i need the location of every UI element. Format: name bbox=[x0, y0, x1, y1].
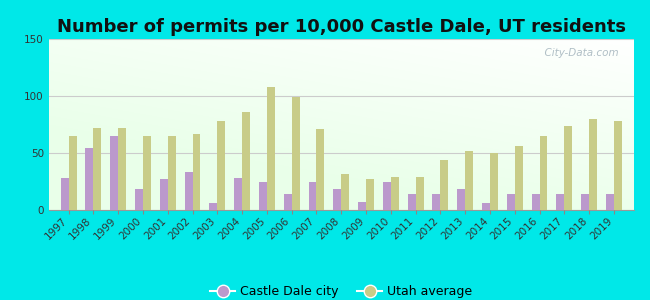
Bar bbox=[292, 97, 300, 210]
Bar bbox=[284, 194, 292, 210]
Bar bbox=[309, 182, 317, 210]
Bar bbox=[482, 203, 490, 210]
Bar bbox=[358, 202, 366, 210]
Bar bbox=[234, 178, 242, 210]
Bar bbox=[242, 112, 250, 210]
Bar bbox=[564, 126, 572, 210]
Bar bbox=[441, 160, 448, 210]
Bar bbox=[135, 190, 143, 210]
Bar bbox=[366, 179, 374, 210]
Bar bbox=[192, 134, 200, 210]
Bar bbox=[408, 194, 415, 210]
Bar bbox=[341, 173, 349, 210]
Bar bbox=[185, 172, 192, 210]
Bar bbox=[589, 119, 597, 210]
Bar bbox=[168, 136, 176, 210]
Bar bbox=[111, 136, 118, 210]
Bar bbox=[217, 121, 226, 210]
Bar bbox=[143, 136, 151, 210]
Bar bbox=[490, 153, 498, 210]
Bar bbox=[614, 121, 622, 210]
Bar bbox=[118, 128, 126, 210]
Title: Number of permits per 10,000 Castle Dale, UT residents: Number of permits per 10,000 Castle Dale… bbox=[57, 18, 626, 36]
Bar bbox=[94, 128, 101, 210]
Bar bbox=[507, 194, 515, 210]
Bar bbox=[540, 136, 547, 210]
Bar bbox=[581, 194, 589, 210]
Text: City-Data.com: City-Data.com bbox=[538, 47, 619, 58]
Bar bbox=[333, 190, 341, 210]
Bar bbox=[69, 136, 77, 210]
Bar bbox=[457, 190, 465, 210]
Bar bbox=[606, 194, 614, 210]
Bar bbox=[60, 178, 69, 210]
Bar bbox=[465, 151, 473, 210]
Bar bbox=[259, 182, 267, 210]
Bar bbox=[432, 194, 441, 210]
Bar bbox=[391, 177, 398, 210]
Bar bbox=[85, 148, 94, 210]
Bar bbox=[415, 177, 424, 210]
Legend: Castle Dale city, Utah average: Castle Dale city, Utah average bbox=[205, 280, 478, 300]
Bar bbox=[209, 203, 217, 210]
Bar bbox=[515, 146, 523, 210]
Bar bbox=[556, 194, 564, 210]
Bar bbox=[267, 87, 275, 210]
Bar bbox=[383, 182, 391, 210]
Bar bbox=[317, 129, 324, 210]
Bar bbox=[532, 194, 539, 210]
Bar bbox=[160, 179, 168, 210]
